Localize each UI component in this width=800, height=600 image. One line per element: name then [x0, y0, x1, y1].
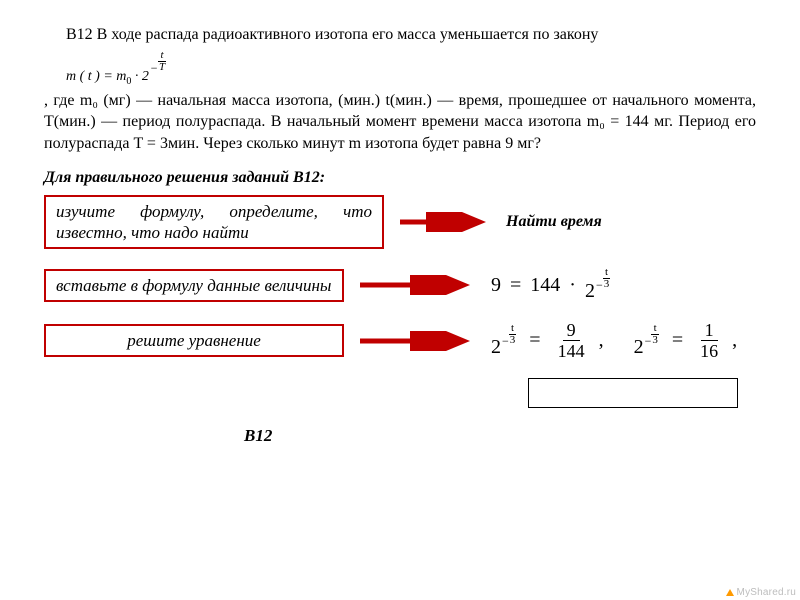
arrow-icon	[360, 331, 475, 351]
step-3-box: решите уравнение	[44, 324, 344, 357]
step-2: вставьте в формулу данные величины 9 = 1…	[44, 267, 756, 303]
arrow-icon	[360, 275, 475, 295]
problem-lead: В12 В ходе распада радиоактивного изотоп…	[44, 24, 756, 46]
problem-rest: , где m₀ (мг) — начальная масса изотопа,…	[44, 90, 756, 155]
step-3: решите уравнение 2−t3 = 9144 , 2−t3 = 11…	[44, 321, 756, 360]
solution-subtitle: Для правильного решения заданий В12:	[44, 169, 756, 187]
step-3-equation: 2−t3 = 9144 , 2−t3 = 116 ,	[491, 321, 737, 360]
step-2-equation: 9 = 144 · 2−t3	[491, 267, 610, 303]
arrow-icon	[400, 212, 490, 232]
step-1: изучите формулу, определите, что известн…	[44, 195, 756, 250]
step-1-result: Найти время	[506, 213, 602, 231]
step-1-box: изучите формулу, определите, что известн…	[44, 195, 384, 250]
answer-box	[528, 378, 738, 408]
problem-statement: В12 В ходе распада радиоактивного изотоп…	[44, 24, 756, 155]
decay-formula: m ( t ) = m0 · 2−tT	[44, 50, 166, 88]
footer-label: В12	[244, 426, 756, 446]
step-2-box: вставьте в формулу данные величины	[44, 269, 344, 302]
formula-line: m ( t ) = m0 · 2−tT , где m₀ (мг) — нача…	[44, 50, 756, 88]
watermark: MyShared.ru	[726, 587, 796, 598]
